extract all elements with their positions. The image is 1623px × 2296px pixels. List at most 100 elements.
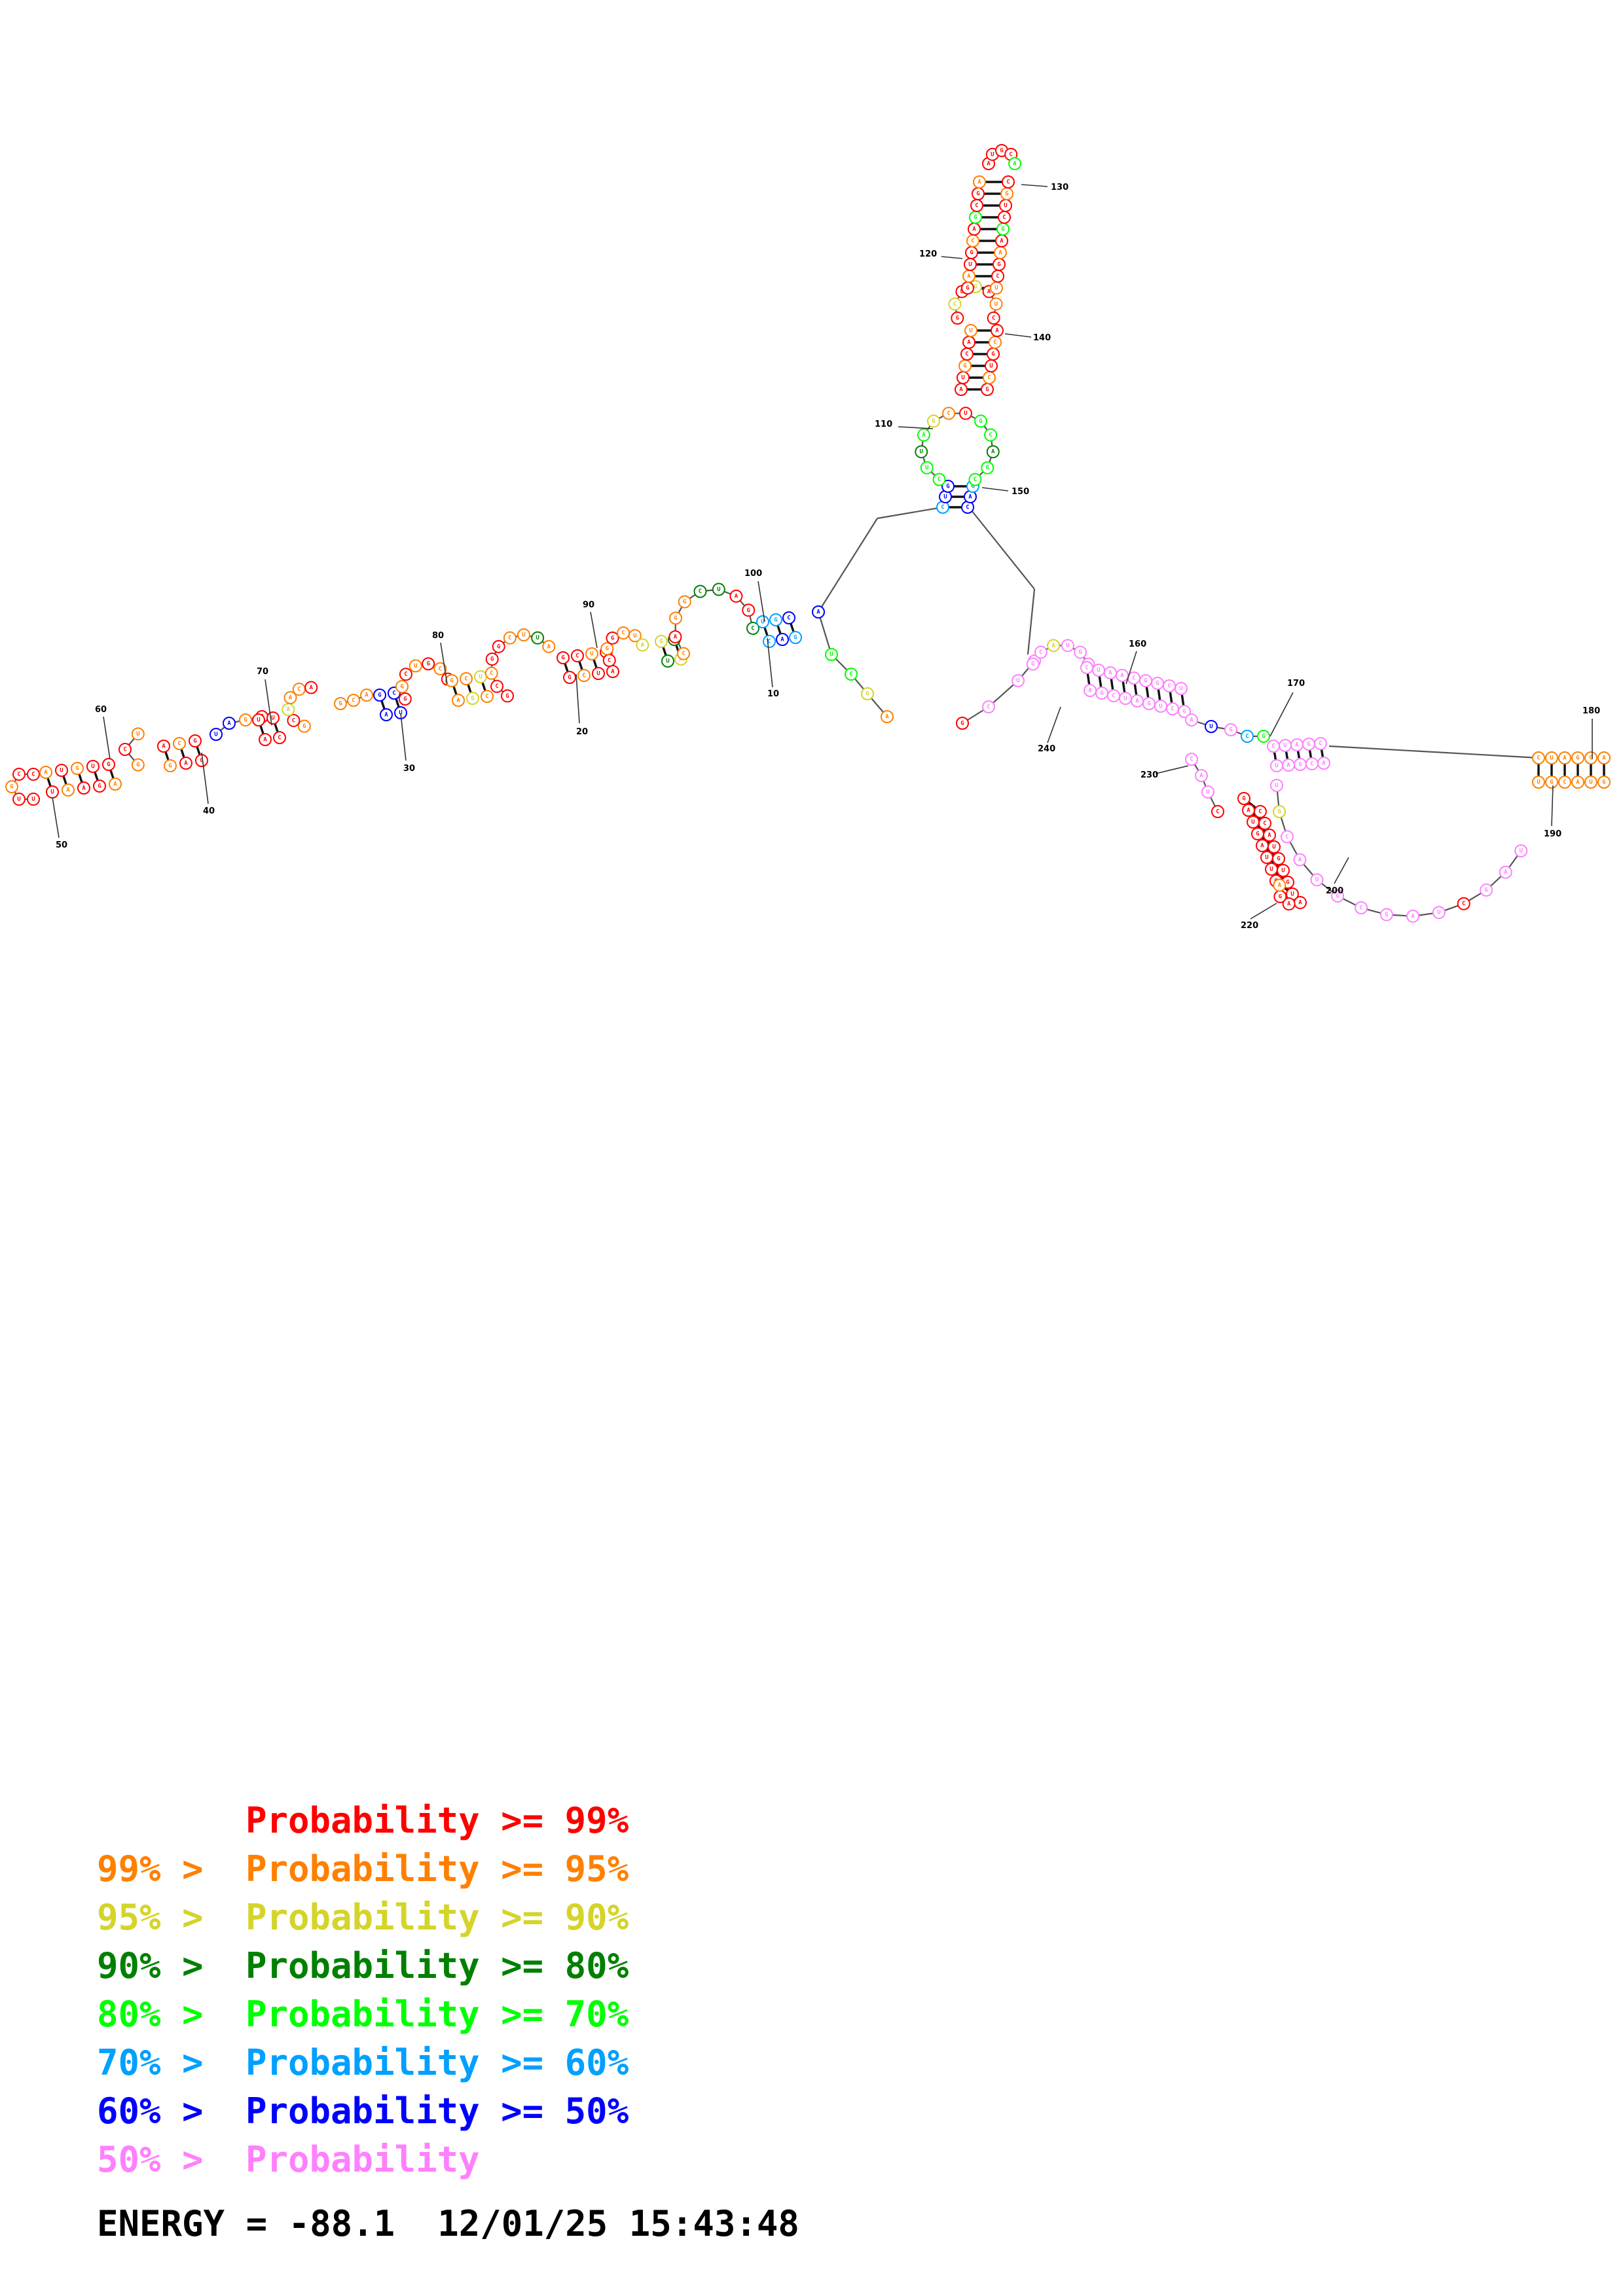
svg-text:C: C xyxy=(297,687,301,693)
nucleotide: G xyxy=(556,651,570,664)
legend-prefix: 95% > xyxy=(97,1897,204,1938)
nucleotide: U xyxy=(86,760,100,773)
nucleotide: G xyxy=(974,414,988,428)
position-label: 230 xyxy=(1140,770,1158,780)
position-label-leader xyxy=(1021,184,1048,187)
legend-label: Probability xyxy=(246,1800,480,1841)
svg-text:G: G xyxy=(659,639,663,645)
svg-text:U: U xyxy=(522,632,525,639)
svg-text:C: C xyxy=(177,741,181,747)
nucleotide: G xyxy=(956,717,969,730)
base-pair-lines xyxy=(45,181,1605,895)
svg-text:A: A xyxy=(611,669,615,675)
svg-text:G: G xyxy=(302,723,306,730)
svg-text:A: A xyxy=(780,637,784,643)
nucleotide: A xyxy=(452,694,465,707)
nucleotide: U xyxy=(1310,873,1324,887)
svg-text:C: C xyxy=(1002,215,1006,221)
svg-text:C: C xyxy=(1171,706,1174,713)
svg-text:U: U xyxy=(536,635,539,641)
nucleotide: C xyxy=(484,666,498,680)
nucleotide: A xyxy=(1185,713,1198,726)
nucleotide: A xyxy=(636,638,649,652)
nucleotide: C xyxy=(347,694,360,707)
svg-text:C: C xyxy=(992,315,995,322)
probability-legend: Probability >= 99% 99% > Probability >= 95… xyxy=(97,1797,629,2184)
svg-text:C: C xyxy=(938,476,941,483)
nucleotide: C xyxy=(763,635,776,648)
svg-text:C: C xyxy=(1258,809,1262,816)
svg-text:U: U xyxy=(968,262,972,268)
legend-label: Probability xyxy=(246,2090,480,2132)
position-label-leader xyxy=(590,611,598,649)
nucleotide: C xyxy=(173,737,186,750)
svg-text:A: A xyxy=(287,707,291,713)
nucleotide: A xyxy=(77,781,90,795)
svg-text:C: C xyxy=(996,274,999,280)
nucleotide: U xyxy=(585,647,598,660)
nucleotide: U xyxy=(252,713,265,726)
nucleotide: U xyxy=(628,629,642,643)
nucleotide: G xyxy=(131,758,145,772)
svg-text:G: G xyxy=(1000,148,1003,154)
nucleotide: U xyxy=(27,793,40,806)
svg-text:G: G xyxy=(136,762,139,768)
svg-text:A: A xyxy=(991,449,995,456)
position-label: 160 xyxy=(1129,639,1146,649)
svg-text:A: A xyxy=(987,161,991,168)
svg-text:G: G xyxy=(497,643,500,650)
nucleotide: A xyxy=(973,175,986,188)
svg-text:U: U xyxy=(960,289,964,295)
nucleotide: A xyxy=(812,605,825,619)
svg-text:U: U xyxy=(666,658,669,665)
nucleotide: U xyxy=(915,445,928,459)
svg-text:A: A xyxy=(1088,688,1092,694)
svg-text:C: C xyxy=(582,673,585,679)
svg-text:U: U xyxy=(964,410,967,417)
nucleotide: C xyxy=(936,501,949,514)
svg-text:U: U xyxy=(1004,203,1007,209)
nucleotide: G xyxy=(678,595,691,609)
nucleotide: C xyxy=(845,668,858,681)
svg-text:U: U xyxy=(761,619,764,626)
svg-text:A: A xyxy=(735,593,739,600)
nucleotide: C xyxy=(617,626,630,640)
nucleotide: C xyxy=(1258,817,1271,830)
svg-text:G: G xyxy=(1336,893,1339,900)
svg-text:G: G xyxy=(193,738,196,745)
svg-text:U: U xyxy=(50,789,54,796)
nucleotide: A xyxy=(955,383,968,396)
nucleotide: G xyxy=(501,689,514,703)
svg-text:G: G xyxy=(378,692,381,699)
svg-text:C: C xyxy=(1271,744,1275,750)
svg-text:G: G xyxy=(1078,649,1082,656)
svg-text:G: G xyxy=(1242,796,1245,802)
svg-text:C: C xyxy=(1190,757,1193,763)
svg-text:C: C xyxy=(1589,755,1592,762)
svg-text:U: U xyxy=(633,633,636,639)
nucleotide: U xyxy=(1260,851,1273,864)
position-label-leader xyxy=(1047,706,1061,744)
nucleotide: C xyxy=(998,211,1011,224)
svg-text:G: G xyxy=(979,418,982,425)
svg-text:U: U xyxy=(1537,780,1540,786)
nucleotide: U xyxy=(939,490,952,503)
svg-text:G: G xyxy=(1484,887,1487,893)
nucleotide: A xyxy=(994,246,1007,259)
svg-text:A: A xyxy=(309,685,313,691)
svg-text:C: C xyxy=(1462,901,1465,907)
nucleotide: U xyxy=(1061,639,1074,653)
svg-text:U: U xyxy=(1272,844,1275,851)
svg-text:C: C xyxy=(1132,675,1135,682)
nucleotide: A xyxy=(917,428,930,442)
nucleotide: U xyxy=(825,648,838,661)
svg-text:A: A xyxy=(1295,742,1299,749)
nucleotide: C xyxy=(1185,753,1198,766)
position-label-leader xyxy=(757,581,765,622)
svg-text:G: G xyxy=(1307,742,1310,748)
nucleotide: A xyxy=(1116,669,1129,682)
nucleotide: U xyxy=(1175,682,1188,695)
svg-text:U: U xyxy=(1519,848,1522,855)
svg-text:C: C xyxy=(495,683,498,690)
nucleotide: G xyxy=(1139,674,1152,687)
